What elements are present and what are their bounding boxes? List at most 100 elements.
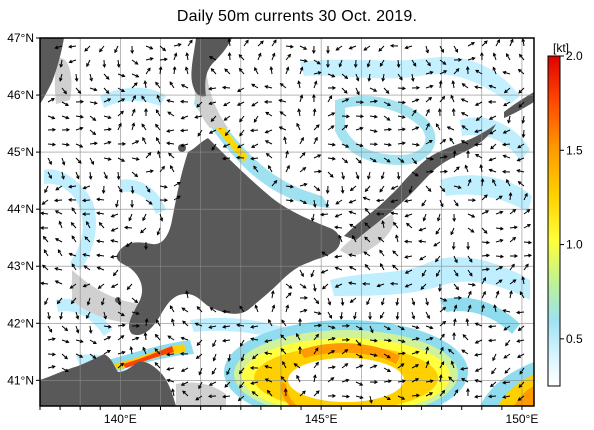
current-arrow [250,325,259,329]
current-arrow [489,129,497,135]
current-arrow [425,392,434,397]
current-arrow [47,171,52,180]
lat-tick-label: 47°N [7,31,34,45]
current-arrow [130,199,134,209]
current-arrow [297,108,301,117]
current-arrow [250,143,259,148]
current-arrow [369,364,378,369]
current-arrow [131,157,140,161]
current-arrow [369,142,379,147]
latitude-labels: 47°N 46°N 45°N 44°N 43°N 42°N 41°N [7,31,34,387]
current-arrow [411,98,420,103]
current-arrow [487,324,497,329]
current-arrow [86,297,91,306]
current-arrow [327,112,336,117]
current-arrow [334,225,343,230]
current-arrow [75,171,80,180]
current-arrow [227,51,232,61]
current-arrow [396,59,401,69]
current-arrow [159,165,165,173]
current-arrow [411,171,419,177]
current-arrow [158,66,163,75]
current-arrow [439,169,449,174]
current-arrow [103,350,111,355]
lon-tick-label: 140°E [104,412,137,426]
current-arrow [437,283,442,293]
current-arrow [397,86,407,91]
current-arrow [319,212,329,217]
current-arrow [285,164,290,173]
current-arrow [404,199,413,203]
current-arrow [271,39,277,47]
current-arrow [503,101,511,107]
current-arrow [165,352,175,357]
current-arrow [383,338,393,343]
current-arrow [285,292,292,299]
current-arrow [243,39,249,47]
current-arrow [439,95,446,103]
current-arrow [97,283,105,289]
current-arrow [207,394,217,399]
current-arrow [490,143,497,150]
current-arrow [411,126,420,131]
current-arrow [369,87,378,92]
current-arrow [492,178,497,187]
current-arrow [47,365,56,369]
current-arrow [54,267,63,271]
current-arrow [383,142,392,147]
current-arrow [236,87,245,92]
current-arrow [211,143,217,151]
current-arrow [250,337,259,341]
current-arrow [71,207,77,215]
current-arrow [495,210,504,215]
current-arrow [313,80,318,89]
current-arrow [180,367,189,372]
current-arrow [353,311,357,320]
current-arrow [179,99,189,104]
current-arrow [397,73,403,81]
current-arrow [474,85,483,90]
current-arrow [155,81,161,89]
current-arrow [467,198,477,203]
current-arrow [40,211,49,216]
current-arrow [453,255,458,264]
current-arrow [341,378,350,383]
current-arrow [425,325,434,330]
current-arrow [492,66,497,75]
current-arrow [379,59,385,67]
current-arrow [448,376,455,383]
current-arrow [439,389,446,397]
current-arrow [103,324,112,329]
current-arrow [340,297,345,307]
current-arrow [58,220,63,229]
current-arrow [313,297,320,305]
current-arrow [379,262,385,271]
current-arrow [392,250,399,257]
current-arrow [467,255,473,263]
current-arrow [425,139,433,145]
current-arrow [279,83,287,89]
current-arrow [236,101,245,106]
current-arrow [268,164,273,173]
current-arrow [453,296,463,300]
current-arrow [453,318,457,327]
current-arrow [404,255,413,259]
current-arrow [381,220,385,229]
current-arrow [523,209,531,215]
current-arrow [506,179,511,187]
current-arrow [173,195,181,201]
current-arrow [439,320,447,327]
current-arrow [131,324,141,328]
current-arrow [61,353,68,360]
current-arrow [110,283,119,288]
current-arrow [180,143,189,148]
current-arrow [509,254,519,258]
current-arrow [383,395,391,400]
colorbar-tick-label: 2.0 [566,49,583,63]
current-arrow [239,339,245,347]
current-arrow [81,212,91,216]
current-arrow [166,129,175,133]
current-arrow [125,241,133,247]
current-arrow [196,339,203,346]
current-arrow [474,101,483,106]
